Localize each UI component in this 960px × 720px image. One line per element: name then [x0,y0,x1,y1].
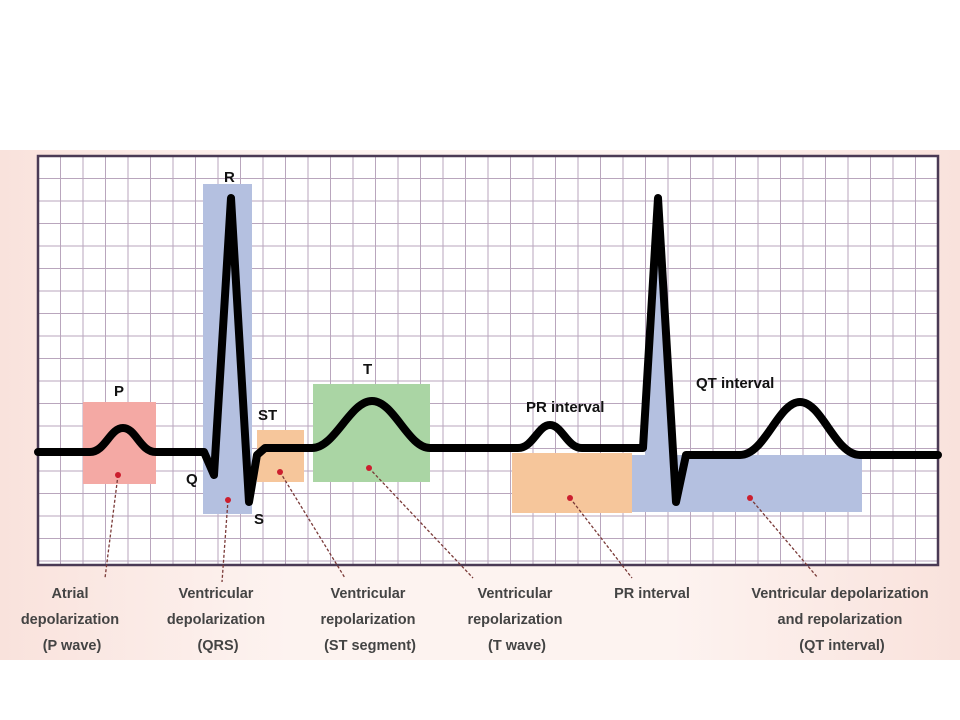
qt-interval-box [632,455,862,512]
marker-st [277,469,283,475]
grid-border [36,154,940,567]
ecg-diagram: P R Q S ST T PR interval QT interval Atr… [21,154,942,654]
marker-p [115,472,121,478]
caption-atrial-line3: (P wave) [43,638,102,654]
r-label: R [224,169,235,186]
caption-atrial-line2: depolarization [21,612,119,628]
caption-st-line3: (ST segment) [324,638,416,654]
pr-interval-box [512,453,632,513]
caption-qt-line1: Ventricular depolarization [751,586,928,602]
t-label: T [363,361,372,378]
leader-lines [104,467,819,583]
caption-st-line2: repolarization [320,612,415,628]
leader-t [368,467,474,579]
caption-st: Ventricular repolarization (ST segment) [320,586,419,654]
caption-qt-line2: and repolarization [778,612,903,628]
qt-qrs-shade [645,198,672,455]
ecg-figure: P R Q S ST T PR interval QT interval Atr… [0,150,960,660]
markers [115,465,753,503]
pr-interval-label: PR interval [526,399,604,416]
caption-qt: Ventricular depolarization and repolariz… [751,586,932,654]
caption-qrs: Ventricular depolarization (QRS) [167,586,269,654]
marker-pr [567,495,573,501]
caption-qrs-line2: depolarization [167,612,265,628]
qt-interval-label: QT interval [696,375,774,392]
st-label: ST [258,407,277,424]
leader-st [279,471,346,579]
marker-qrs [225,497,231,503]
caption-st-line1: Ventricular [331,586,406,602]
leader-qrs [221,499,229,583]
caption-atrial: Atrial depolarization (P wave) [21,586,123,654]
caption-qt-line3: (QT interval) [799,638,885,654]
leader-atrial [104,474,119,579]
caption-pr-line1: PR interval [614,586,690,602]
marker-t [366,465,372,471]
leader-pr [569,497,633,579]
caption-qrs-line3: (QRS) [197,638,238,654]
caption-atrial-line1: Atrial [51,586,88,602]
caption-t-line1: Ventricular [478,586,553,602]
caption-qrs-line1: Ventricular [179,586,254,602]
q-label: Q [186,471,198,488]
caption-pr: PR interval [614,586,690,602]
p-label: P [114,383,124,400]
ecg-trace [34,194,942,506]
s-label: S [254,511,264,528]
caption-t-line2: repolarization [467,612,562,628]
marker-qt [747,495,753,501]
leader-qt [749,497,819,579]
caption-t: Ventricular repolarization (T wave) [467,586,566,654]
caption-t-line3: (T wave) [488,638,546,654]
